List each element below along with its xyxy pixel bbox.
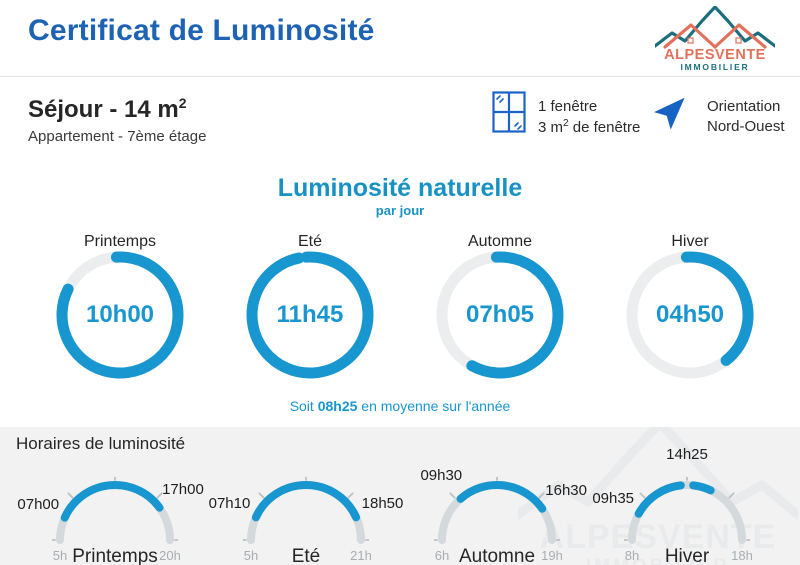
svg-text:IMMOBILIER: IMMOBILIER bbox=[681, 62, 750, 72]
svg-text:ALPESVENTE: ALPESVENTE bbox=[664, 47, 766, 63]
